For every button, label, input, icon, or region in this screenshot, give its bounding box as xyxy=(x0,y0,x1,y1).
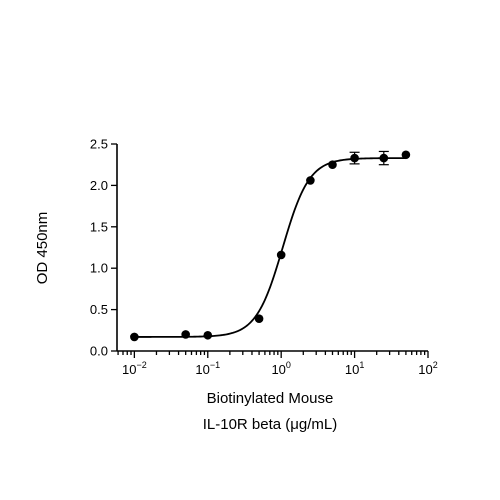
x-tick-label: 10−1 xyxy=(195,360,220,377)
axes xyxy=(116,144,428,352)
y-tick-label: 2.0 xyxy=(90,178,108,193)
x-axis-title-line1: Biotinylated Mouse xyxy=(207,390,334,407)
y-tick-label: 1.5 xyxy=(90,219,108,234)
x-tick-label: 101 xyxy=(345,360,364,377)
y-tick-label: 0.0 xyxy=(90,344,108,359)
fit-curve xyxy=(134,157,406,338)
data-point xyxy=(181,330,190,339)
data-point xyxy=(350,153,359,163)
x-axis-title-line2: IL-10R beta (μg/mL) xyxy=(203,416,338,433)
x-tick-label: 100 xyxy=(271,360,290,377)
y-tick-label: 0.5 xyxy=(90,302,108,317)
data-point xyxy=(254,314,264,324)
y-tick-label: 2.5 xyxy=(90,137,108,152)
data-point xyxy=(203,330,213,340)
data-point xyxy=(276,250,286,260)
data-point xyxy=(328,160,337,169)
data-point xyxy=(401,150,411,160)
y-axis-title: OD 450nm xyxy=(34,212,51,285)
ticks: 0.0 0.5 1.0 1.5 2.0 2.5 10−2 10−1 100 101 102 xyxy=(90,137,438,378)
data-point xyxy=(130,332,139,342)
x-tick-label: 10−2 xyxy=(122,360,147,377)
data-point xyxy=(379,153,389,163)
plot-area xyxy=(130,150,411,342)
data-point xyxy=(306,176,315,185)
y-tick-label: 1.0 xyxy=(90,261,108,276)
x-tick-label: 102 xyxy=(418,360,437,377)
